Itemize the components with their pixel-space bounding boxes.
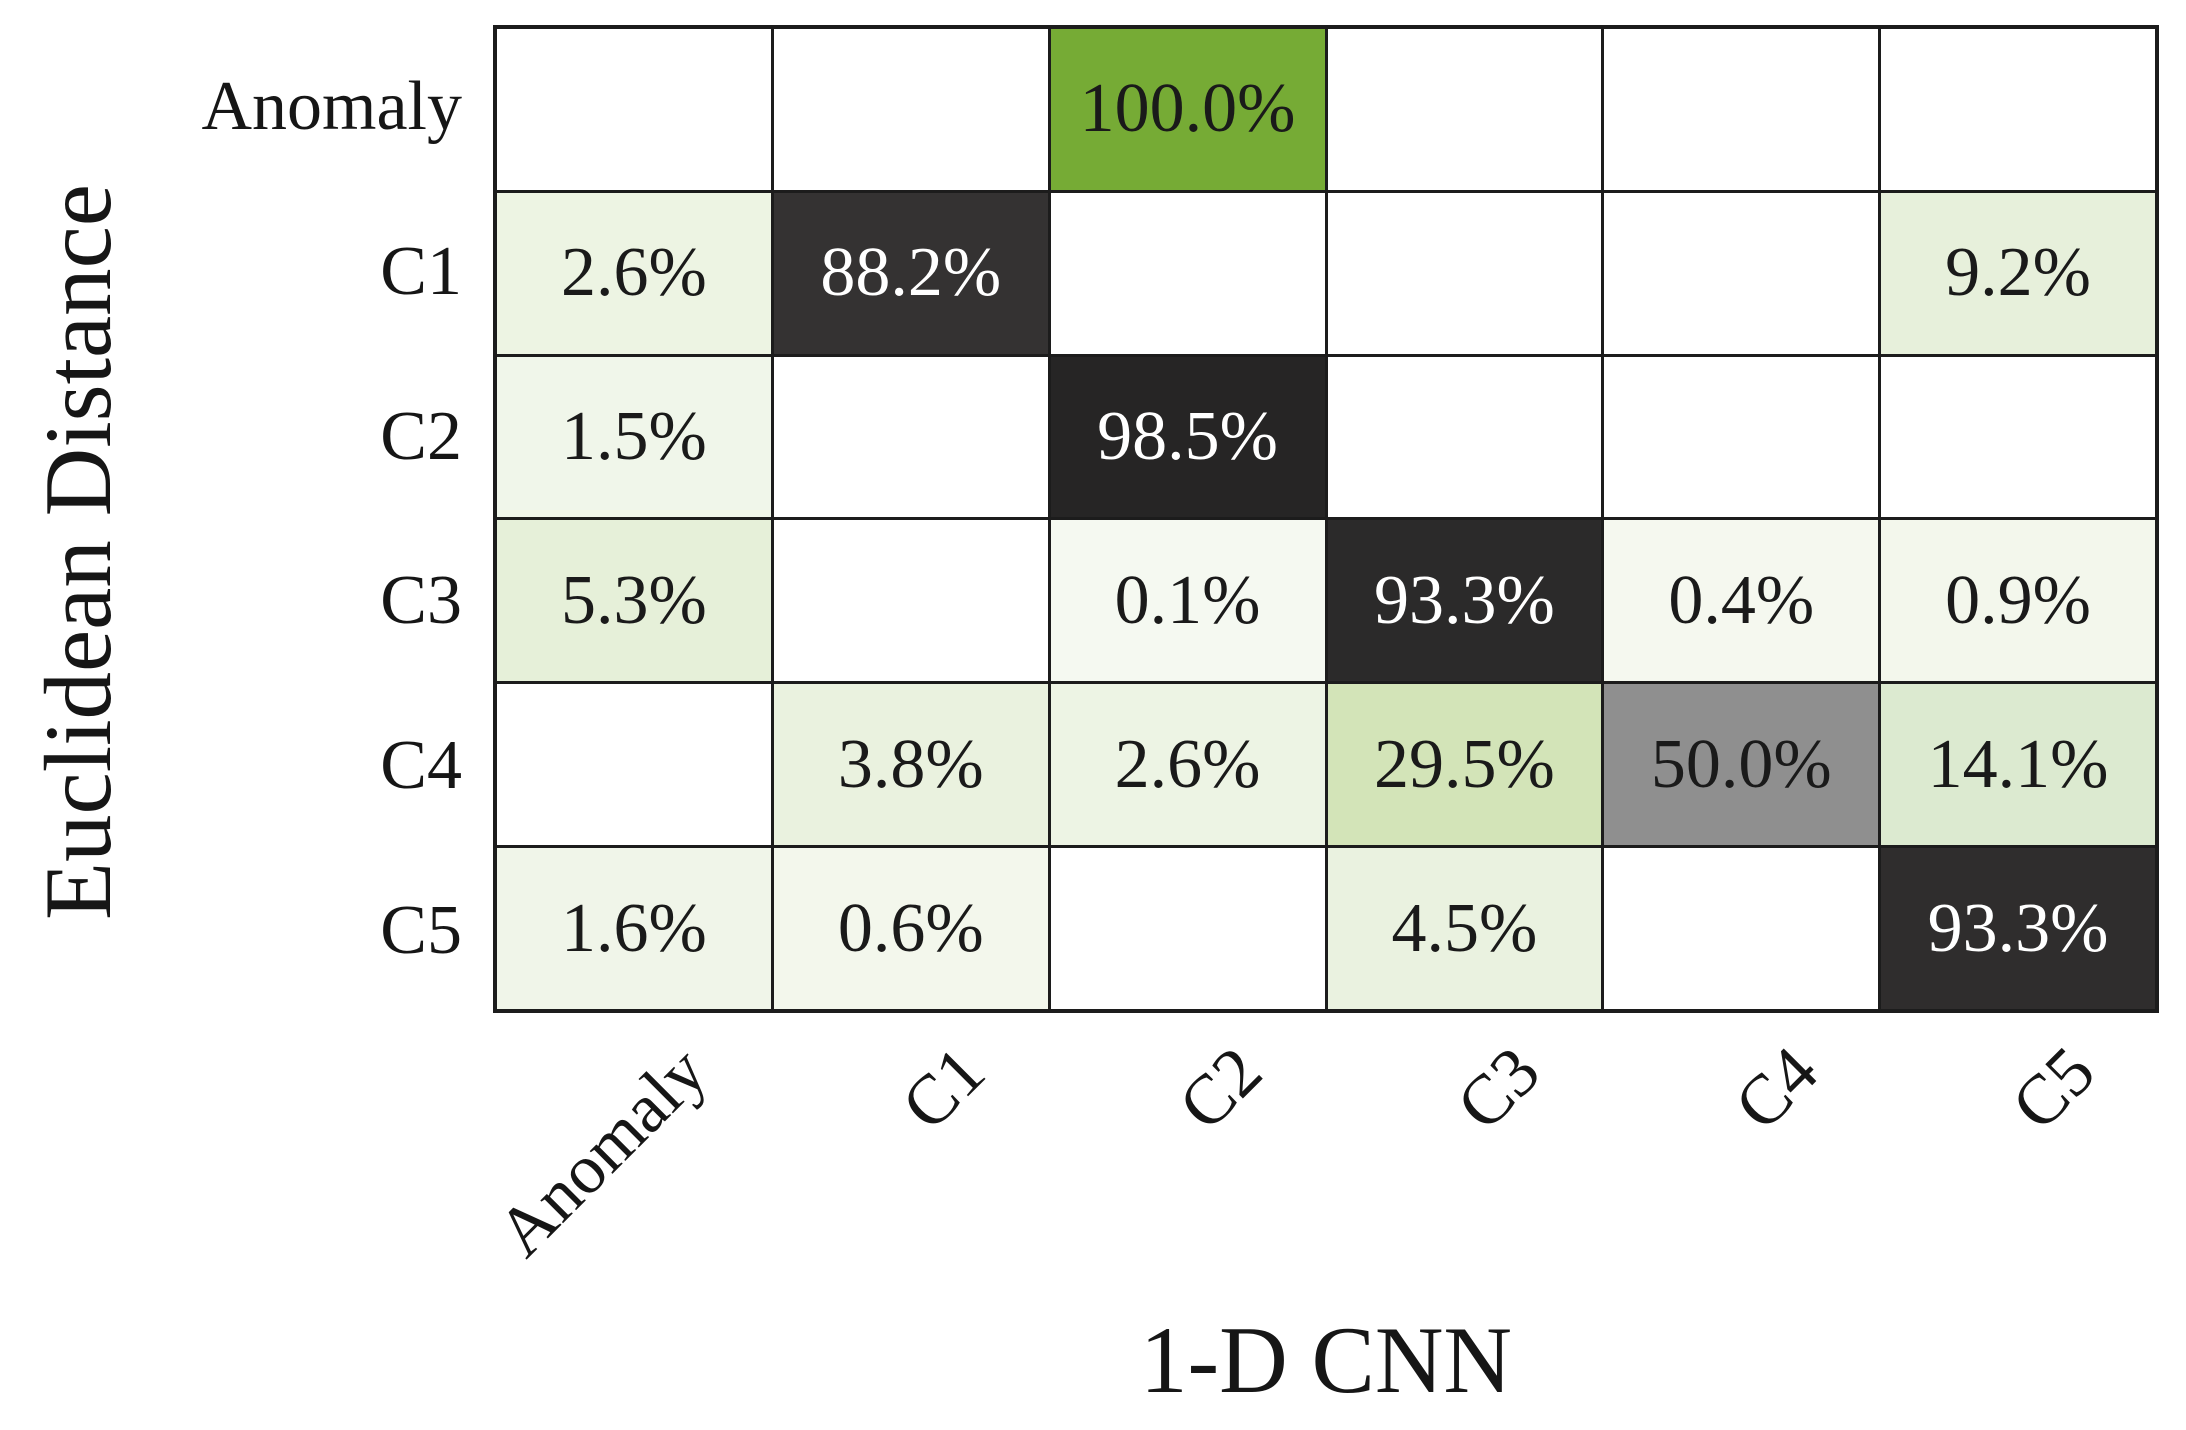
x-tick-label: C4	[1720, 1032, 1833, 1145]
matrix-cell: 0.1%	[1050, 520, 1325, 682]
matrix-cell	[1327, 192, 1602, 354]
matrix-cell: 29.5%	[1327, 684, 1602, 846]
matrix-cell	[1604, 848, 1879, 1009]
matrix-cell: 98.5%	[1050, 356, 1325, 518]
matrix-cell: 1.5%	[497, 356, 771, 518]
matrix-cell: 0.9%	[1881, 520, 2155, 682]
x-tick-label: C2	[1165, 1032, 1278, 1145]
matrix-cell	[1327, 356, 1602, 518]
x-tick-label: C5	[1998, 1032, 2111, 1145]
y-tick-label: C4	[380, 726, 462, 804]
matrix-cell	[1604, 192, 1879, 354]
matrix-cell: 5.3%	[497, 520, 771, 682]
matrix-grid: 100.0% 2.6% 88.2% 9.2% 1.5% 98.5% 5.3% 0.1% 93.3…	[493, 25, 2159, 1013]
matrix-cell	[773, 29, 1048, 190]
matrix-cell: 100.0%	[1050, 29, 1325, 190]
matrix-cell	[1604, 356, 1879, 518]
matrix-cell: 2.6%	[497, 192, 771, 354]
matrix-cell: 1.6%	[497, 848, 771, 1009]
y-tick-labels: Anomaly C1 C2 C3 C4 C5	[0, 25, 478, 1013]
matrix-cell	[1050, 192, 1325, 354]
matrix-cell	[1050, 848, 1325, 1009]
matrix-cell	[773, 356, 1048, 518]
matrix-cell: 93.3%	[1881, 848, 2155, 1009]
matrix-cell: 3.8%	[773, 684, 1048, 846]
x-axis-title: 1-D CNN	[1139, 1307, 1513, 1413]
y-tick-label: C2	[380, 397, 462, 475]
matrix-cell: 2.6%	[1050, 684, 1325, 846]
y-tick-label: Anomaly	[201, 68, 462, 146]
matrix-cell: 14.1%	[1881, 684, 2155, 846]
matrix-cell	[497, 29, 771, 190]
matrix-cell	[773, 520, 1048, 682]
matrix-cell: 0.4%	[1604, 520, 1879, 682]
matrix-cell: 88.2%	[773, 192, 1048, 354]
matrix-cell	[1881, 356, 2155, 518]
matrix-cell: 9.2%	[1881, 192, 2155, 354]
matrix-cell	[1604, 29, 1879, 190]
x-tick-label: C1	[887, 1032, 1000, 1145]
matrix-cell: 50.0%	[1604, 684, 1879, 846]
x-tick-label: Anomaly	[483, 1032, 722, 1272]
matrix-cell	[1881, 29, 2155, 190]
matrix-cell	[1327, 29, 1602, 190]
matrix-cell: 0.6%	[773, 848, 1048, 1009]
x-tick-label: C3	[1442, 1032, 1555, 1145]
matrix-cell: 4.5%	[1327, 848, 1602, 1009]
y-tick-label: C3	[380, 562, 462, 640]
y-tick-label: C5	[380, 891, 462, 969]
y-tick-label: C1	[380, 232, 462, 310]
matrix-cell	[497, 684, 771, 846]
matrix-cell: 93.3%	[1327, 520, 1602, 682]
